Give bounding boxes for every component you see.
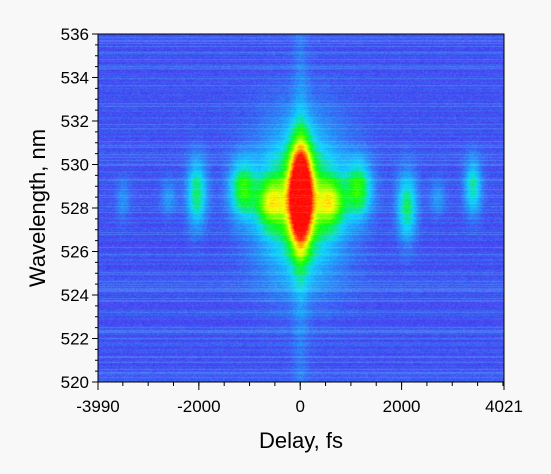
x-axis-title: Delay, fs <box>259 428 343 453</box>
y-tick-label: 522 <box>61 330 89 349</box>
y-tick-label: 536 <box>61 25 89 44</box>
x-tick-label: 0 <box>295 397 304 416</box>
y-tick-label: 534 <box>61 69 89 88</box>
heatmap-image <box>98 34 504 382</box>
x-tick-label: 2000 <box>383 397 421 416</box>
plot-area <box>98 34 504 382</box>
y-tick-label: 524 <box>61 286 89 305</box>
x-tick-label: -3990 <box>76 397 119 416</box>
y-tick-label: 532 <box>61 112 89 131</box>
y-axis-ticks: 520 522 524 526 528 530 532 534 536 <box>61 25 98 392</box>
y-tick-label: 528 <box>61 199 89 218</box>
x-tick-label: 4021 <box>485 397 523 416</box>
x-tick-label: -2000 <box>177 397 220 416</box>
x-axis-ticks: -3990 -2000 0 2000 4021 <box>76 382 523 416</box>
y-tick-label: 530 <box>61 156 89 175</box>
y-axis-title: Wavelength, nm <box>25 129 50 287</box>
plot-frame <box>97 33 505 383</box>
y-tick-label: 520 <box>61 373 89 392</box>
y-tick-label: 526 <box>61 243 89 262</box>
